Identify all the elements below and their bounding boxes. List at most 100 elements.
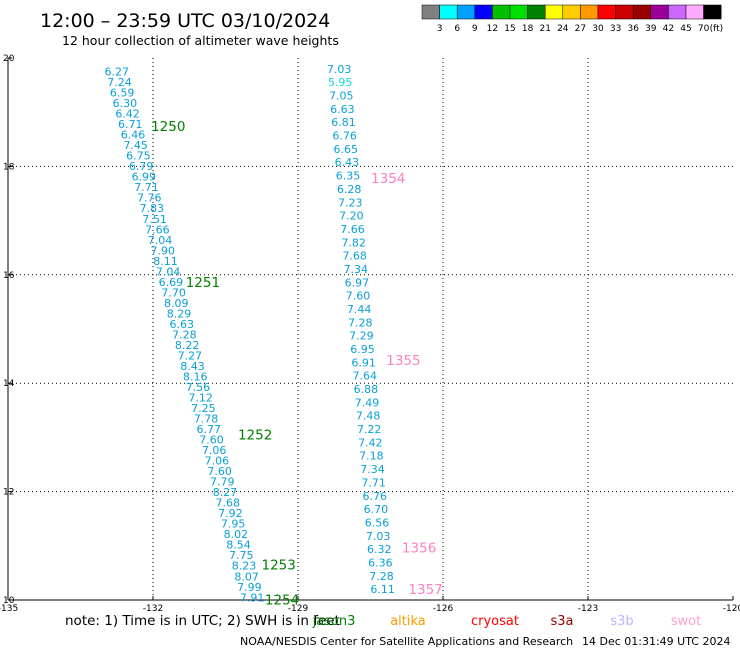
scale-swatch bbox=[650, 4, 669, 20]
data-point: 7.78 bbox=[194, 413, 219, 426]
data-point: 7.56 bbox=[186, 381, 211, 394]
chart-title: 12:00 – 23:59 UTC 03/10/2024 bbox=[40, 10, 330, 32]
data-point: 7.06 bbox=[205, 455, 230, 468]
data-point: 7.95 bbox=[221, 518, 246, 531]
pass-annotations: 1250 1251 1252 1253 1254 1354 1355 1356 1357 bbox=[151, 119, 443, 608]
pass-label: 1251 bbox=[186, 275, 220, 291]
scale-label: 6 bbox=[454, 24, 460, 34]
satellite-label: cryosat bbox=[471, 614, 519, 629]
data-point: 8.11 bbox=[153, 255, 178, 268]
pass-label: 1253 bbox=[261, 557, 295, 573]
data-point: 7.04 bbox=[148, 234, 173, 247]
data-point: 6.36 bbox=[368, 556, 393, 569]
data-point: 7.76 bbox=[137, 192, 162, 205]
scale-label: 24 bbox=[557, 24, 569, 34]
scale-swatch bbox=[685, 4, 704, 20]
data-point: 7.92 bbox=[218, 507, 243, 520]
data-point: 8.29 bbox=[167, 307, 192, 320]
data-point: 6.43 bbox=[335, 156, 360, 169]
data-point: 7.60 bbox=[207, 465, 232, 478]
footer-timestamp: 14 Dec 01:31:49 UTC 2024 bbox=[582, 635, 730, 648]
scale-label: 12 bbox=[487, 24, 498, 34]
data-point: 6.27 bbox=[105, 66, 130, 79]
data-point: 7.68 bbox=[342, 250, 367, 263]
y-tick-label: 12 bbox=[3, 488, 14, 498]
data-point: 7.90 bbox=[151, 244, 176, 257]
data-point: 6.32 bbox=[367, 543, 392, 556]
satellite-label: s3a bbox=[550, 614, 573, 629]
data-point: 6.95 bbox=[350, 343, 375, 356]
data-point: 8.07 bbox=[234, 570, 259, 583]
satellite-label: altika bbox=[390, 614, 426, 629]
data-point: 6.63 bbox=[169, 318, 194, 331]
data-point: 7.24 bbox=[107, 76, 132, 89]
data-point: 6.71 bbox=[118, 118, 143, 131]
data-point: 6.56 bbox=[365, 516, 390, 529]
scale-label: 9 bbox=[472, 24, 478, 34]
scale-label: 21 bbox=[539, 24, 550, 34]
satellite-label: s3b bbox=[610, 614, 633, 629]
scale-swatch bbox=[474, 4, 493, 20]
x-tick-label: -135 bbox=[0, 604, 18, 614]
scale-swatch bbox=[509, 4, 528, 20]
data-point: 6.46 bbox=[121, 129, 146, 142]
y-tick-label: 20 bbox=[3, 54, 15, 64]
scale-swatch bbox=[580, 4, 599, 20]
data-point: 6.79 bbox=[129, 160, 154, 173]
data-point: 6.76 bbox=[363, 490, 388, 503]
data-point: 7.23 bbox=[338, 196, 363, 209]
data-point: 6.97 bbox=[345, 276, 370, 289]
data-point: 7.68 bbox=[215, 497, 240, 510]
pass-label: 1252 bbox=[238, 427, 272, 443]
data-point: 7.71 bbox=[361, 476, 386, 489]
scale-swatch bbox=[597, 4, 616, 20]
data-point: 7.04 bbox=[156, 265, 181, 278]
data-point: 7.48 bbox=[356, 410, 381, 423]
data-point: 6.63 bbox=[330, 103, 355, 116]
data-point: 6.70 bbox=[364, 503, 389, 516]
scale-label: 45 bbox=[680, 24, 691, 34]
data-point: 7.91 bbox=[240, 591, 265, 604]
scale-swatch bbox=[527, 4, 546, 20]
data-point: 6.28 bbox=[337, 183, 362, 196]
chart-subtitle: 12 hour collection of altimeter wave hei… bbox=[62, 33, 339, 48]
data-point: 7.28 bbox=[172, 328, 197, 341]
scale-swatch bbox=[562, 4, 581, 20]
pass-label: 1250 bbox=[151, 119, 185, 135]
data-point: 7.05 bbox=[329, 90, 354, 103]
scale-swatch bbox=[668, 4, 687, 20]
data-point: 7.75 bbox=[229, 549, 254, 562]
scale-swatch bbox=[456, 4, 476, 20]
pass-label: 1357 bbox=[408, 582, 442, 598]
grid bbox=[8, 58, 733, 600]
data-point: 7.99 bbox=[237, 581, 262, 594]
data-point: 6.91 bbox=[351, 356, 376, 369]
data-point: 7.20 bbox=[339, 210, 364, 223]
scale-swatch bbox=[703, 4, 722, 20]
data-point: 6.81 bbox=[331, 116, 356, 129]
scale-label: 30 bbox=[592, 24, 604, 34]
data-point: 7.42 bbox=[358, 436, 383, 449]
data-point: 7.28 bbox=[348, 316, 373, 329]
scale-swatch bbox=[632, 4, 652, 20]
data-point: 7.71 bbox=[134, 181, 159, 194]
data-point: 7.49 bbox=[355, 396, 380, 409]
pass-label: 1254 bbox=[265, 592, 299, 608]
color-scale: 3 6 9 12 15 18 21 24 27 30 33 36 39 42 45 70 (ft) bbox=[421, 4, 724, 34]
x-tick-label: -129 bbox=[288, 604, 309, 614]
note-text: note: 1) Time is in UTC; 2) SWH is in fe… bbox=[65, 613, 340, 629]
data-point: 7.29 bbox=[349, 330, 374, 343]
data-point: 7.03 bbox=[327, 63, 352, 76]
data-point: 6.11 bbox=[370, 583, 395, 596]
scale-swatch bbox=[421, 4, 440, 20]
scale-label: 3 bbox=[437, 24, 443, 34]
data-point: 7.83 bbox=[140, 202, 165, 215]
data-point: 6.99 bbox=[132, 171, 157, 184]
data-point: 8.54 bbox=[226, 539, 251, 552]
scale-unit: (ft) bbox=[710, 24, 724, 34]
data-point: 6.30 bbox=[113, 97, 138, 110]
data-point: 7.34 bbox=[344, 263, 369, 276]
data-point: 7.66 bbox=[145, 223, 170, 236]
data-point: 7.18 bbox=[359, 450, 384, 463]
data-point: 6.88 bbox=[354, 383, 379, 396]
